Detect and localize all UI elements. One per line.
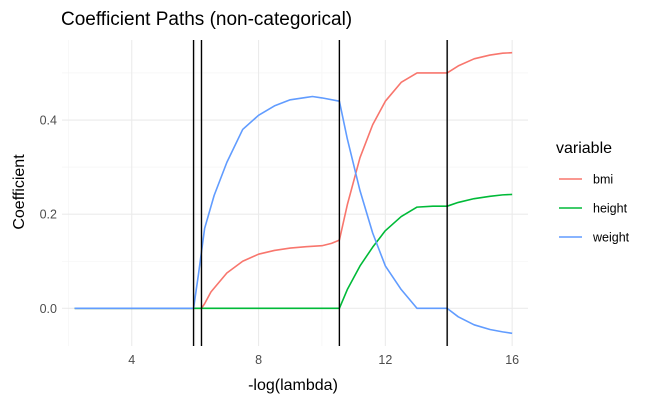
x-axis-title: -log(lambda) [248,377,338,394]
legend-label-weight: weight [592,231,630,245]
x-tick-label: 8 [255,353,262,367]
y-axis-title: Coefficient [11,154,28,230]
legend-title: variable [556,140,612,157]
series-line-height [74,193,513,310]
legend-label-height: height [593,202,628,216]
x-tick-label: 12 [378,353,392,367]
y-tick-label: 0.4 [40,114,57,128]
vertical-reference-lines [192,40,448,346]
x-tick-label: 4 [128,353,135,367]
y-tick-label: 0.0 [40,302,57,316]
series-line-weight [74,95,513,335]
axis-ticks: 4 8 12 16 0.0 0.2 0.4 [40,114,520,367]
y-tick-label: 0.2 [40,208,57,222]
x-tick-label: 16 [505,353,519,367]
legend: variable bmi height weight [556,140,630,245]
grid-lines [62,40,528,346]
chart-title: Coefficient Paths (non-categorical) [61,9,352,30]
legend-label-bmi: bmi [593,173,613,187]
